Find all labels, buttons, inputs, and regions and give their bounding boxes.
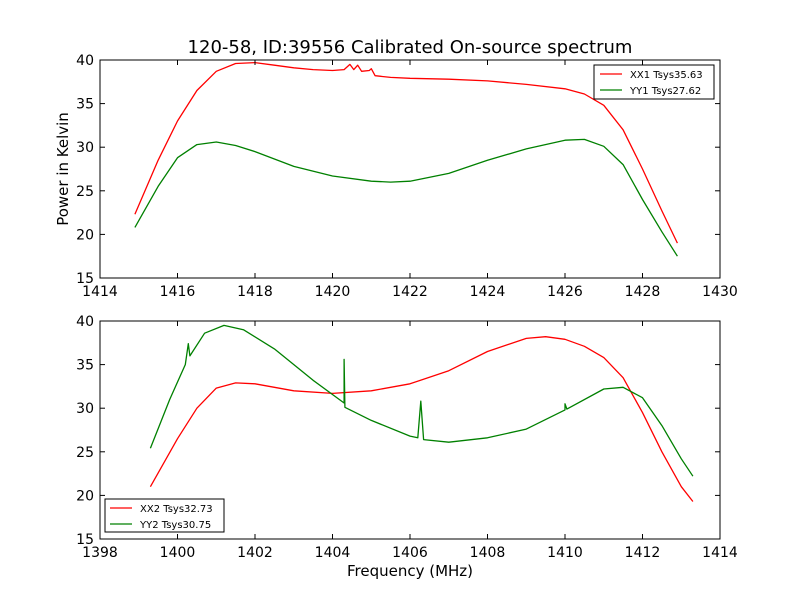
- chart-title: 120-58, ID:39556 Calibrated On-source sp…: [188, 37, 633, 58]
- top-x-tick-label: 1420: [315, 284, 351, 300]
- top-y-tick-label: 25: [76, 184, 94, 200]
- legend-label-xx2: XX2 Tsys32.73: [140, 504, 213, 515]
- bottom-x-tick-label: 1402: [237, 545, 273, 561]
- top-legend: XX1 Tsys35.63 YY1 Tsys27.62: [593, 64, 715, 100]
- top-y-tick-label: 15: [76, 271, 94, 287]
- bottom-legend-box: [104, 498, 225, 533]
- y-axis-label: Power in Kelvin: [54, 112, 72, 226]
- top-x-tick-label: 1430: [702, 284, 738, 300]
- top-x-tick-label: 1422: [392, 284, 428, 300]
- bottom-x-tick-label: 1400: [160, 545, 196, 561]
- top-x-tick-label: 1426: [547, 284, 583, 300]
- top-x-tick-label: 1418: [237, 284, 273, 300]
- top-y-tick-label: 40: [76, 53, 94, 69]
- bottom-series-line-green: [149, 324, 694, 477]
- top-y-tick-label: 30: [76, 140, 94, 156]
- top-x-tick-label: 1424: [470, 284, 506, 300]
- bottom-y-tick-label: 15: [76, 532, 94, 548]
- bottom-x-tick-label: 1404: [315, 545, 351, 561]
- bottom-legend: XX2 Tsys32.73 YY2 Tsys30.75: [104, 498, 225, 533]
- bottom-x-tick-label: 1410: [547, 545, 583, 561]
- top-y-tick-label: 35: [76, 97, 94, 113]
- top-legend-box: [593, 64, 715, 100]
- bottom-spectrum-panel: 1398 1400 1402 1404 1406 1408 1410 1412 1414 15 20…: [76, 314, 738, 580]
- bottom-x-tick-label: 1412: [625, 545, 661, 561]
- top-x-tick-label: 1414: [82, 284, 118, 300]
- top-series-line-red: [134, 61, 678, 244]
- bottom-y-tick-label: 35: [76, 358, 94, 374]
- top-series-line-green: [134, 138, 678, 257]
- bottom-series-line-red: [149, 336, 694, 502]
- bottom-x-tick-label: 1398: [82, 545, 118, 561]
- top-x-tick-label: 1416: [160, 284, 196, 300]
- bottom-x-tick-label: 1414: [702, 545, 738, 561]
- bottom-x-tick-label: 1406: [392, 545, 428, 561]
- bottom-x-tick-label: 1408: [470, 545, 506, 561]
- bottom-y-tick-label: 25: [76, 445, 94, 461]
- bottom-y-tick-label: 30: [76, 401, 94, 417]
- bottom-y-tick-label: 20: [76, 488, 94, 504]
- x-axis-label: Frequency (MHz): [347, 562, 473, 580]
- legend-label-yy2: YY2 Tsys30.75: [139, 520, 211, 531]
- bottom-y-tick-label: 40: [76, 314, 94, 330]
- top-spectrum-panel: 120-58, ID:39556 Calibrated On-source sp…: [54, 37, 738, 300]
- top-x-tick-label: 1428: [625, 284, 661, 300]
- legend-label-xx1: XX1 Tsys35.63: [630, 70, 703, 81]
- top-y-tick-label: 20: [76, 227, 94, 243]
- legend-label-yy1: YY1 Tsys27.62: [629, 86, 701, 97]
